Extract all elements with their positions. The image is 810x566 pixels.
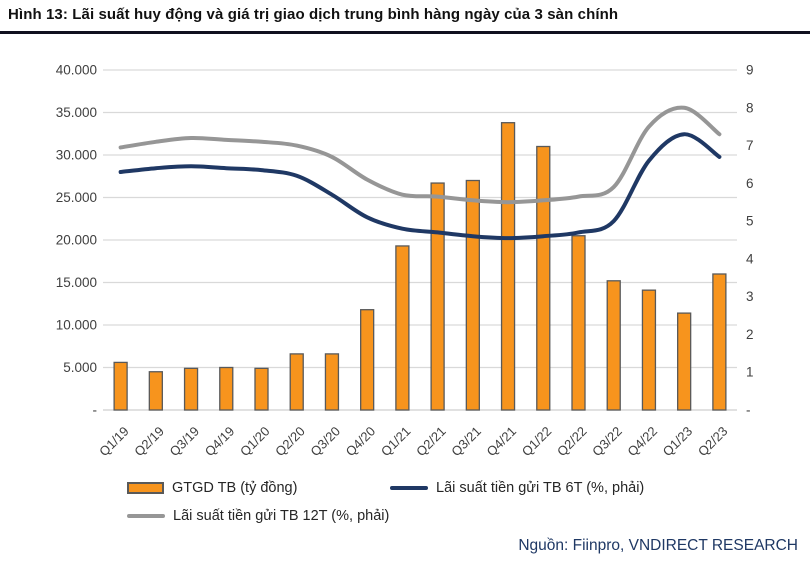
left-axis-tick-label: - — [93, 403, 98, 418]
deposit-rate-6t-line — [118, 132, 722, 241]
right-axis-tick-label: 1 — [746, 365, 754, 380]
deposit-rate-12t-line — [118, 105, 722, 205]
left-axis-tick-label: 25.000 — [56, 190, 97, 205]
x-axis-label: Q3/22 — [589, 424, 625, 460]
x-axis-label: Q1/19 — [96, 424, 132, 460]
left-axis-tick-label: 10.000 — [56, 318, 97, 333]
x-axis-label: Q4/22 — [624, 424, 660, 460]
x-axis-label: Q1/22 — [519, 424, 555, 460]
x-axis-label: Q2/21 — [413, 424, 449, 460]
bar-gtgd — [677, 312, 692, 411]
bar-gtgd — [183, 367, 199, 411]
x-axis-label: Q2/20 — [272, 424, 308, 460]
x-axis-label: Q2/23 — [695, 424, 731, 460]
legend-row: GTGD TB (tỷ đồng) Lãi suất tiền gửi TB 6… — [127, 478, 747, 498]
right-axis-tick-label: 8 — [746, 100, 754, 115]
bar-gtgd — [254, 367, 269, 411]
x-axis-label: Q1/21 — [378, 424, 414, 460]
bar-gtgd — [571, 235, 586, 411]
right-axis-tick-label: 4 — [746, 251, 754, 266]
bar-gtgd — [219, 366, 234, 411]
bar-swatch-icon — [127, 482, 164, 494]
x-axis-label: Q2/19 — [131, 424, 167, 460]
bar-gtgd — [465, 179, 480, 411]
x-axis-label: Q1/20 — [237, 424, 273, 460]
combo-chart: - 5.000 10.000 15.000 20.000 25.000 30.000 35.0… — [56, 63, 754, 460]
legend-item-gtgd: GTGD TB (tỷ đồng) — [127, 480, 390, 496]
x-axis-label: Q3/21 — [448, 424, 484, 460]
left-axis-tick-label: 35.000 — [56, 105, 97, 120]
legend-label-12t: Lãi suất tiền gửi TB 12T (%, phải) — [173, 508, 390, 524]
x-axis-label: Q4/21 — [484, 424, 520, 460]
bar-gtgd — [641, 289, 657, 411]
x-axis-label: Q3/19 — [167, 424, 203, 460]
left-axis-tick-label: 5.000 — [63, 360, 97, 375]
right-axis-tick-label: - — [746, 403, 751, 418]
left-axis-tick-label: 40.000 — [56, 63, 97, 78]
right-axis-tick-label: 7 — [746, 138, 754, 153]
x-axis-label: Q3/20 — [307, 424, 343, 460]
bar-gtgd — [324, 353, 340, 411]
x-axis-label: Q4/20 — [343, 424, 379, 460]
right-axis-tick-label: 5 — [746, 214, 754, 229]
right-axis-tick-label: 9 — [746, 63, 754, 78]
legend-item-6t: Lãi suất tiền gửi TB 6T (%, phải) — [390, 480, 644, 496]
x-axis-label: Q4/19 — [202, 424, 238, 460]
right-axis-tick-label: 3 — [746, 289, 754, 304]
bar-gtgd — [289, 353, 304, 411]
legend-item-12t: Lãi suất tiền gửi TB 12T (%, phải) — [127, 508, 389, 524]
legend-label-gtgd: GTGD TB (tỷ đồng) — [172, 480, 298, 496]
bar-gtgd — [500, 122, 516, 411]
bar-gtgd — [536, 145, 551, 411]
line-swatch-6t-icon — [390, 486, 428, 490]
line-swatch-12t-icon — [127, 514, 165, 518]
bar-gtgd — [395, 245, 410, 411]
legend-label-6t: Lãi suất tiền gửi TB 6T (%, phải) — [436, 480, 645, 496]
left-axis-tick-label: 30.000 — [56, 148, 97, 163]
figure-title: Hình 13: Lãi suất huy động và giá trị gi… — [8, 6, 619, 23]
bar-gtgd — [712, 273, 727, 411]
legend-row: Lãi suất tiền gửi TB 12T (%, phải) — [127, 506, 747, 526]
bar-gtgd — [430, 182, 445, 411]
bar-gtgd — [360, 309, 375, 411]
source-attribution: Nguồn: Fiinpro, VNDIRECT RESEARCH — [518, 537, 798, 554]
left-axis-tick-label: 15.000 — [56, 275, 97, 290]
right-axis-tick-label: 6 — [746, 176, 754, 191]
bar-gtgd — [606, 280, 621, 411]
title-divider — [0, 31, 810, 34]
bar-gtgd — [148, 371, 163, 411]
bar-gtgd — [113, 361, 128, 411]
x-axis-label: Q2/22 — [554, 424, 590, 460]
left-axis-tick-label: 20.000 — [56, 233, 97, 248]
x-axis-label: Q1/23 — [660, 424, 696, 460]
right-axis-tick-label: 2 — [746, 327, 754, 342]
legend: GTGD TB (tỷ đồng) Lãi suất tiền gửi TB 6… — [127, 478, 747, 526]
